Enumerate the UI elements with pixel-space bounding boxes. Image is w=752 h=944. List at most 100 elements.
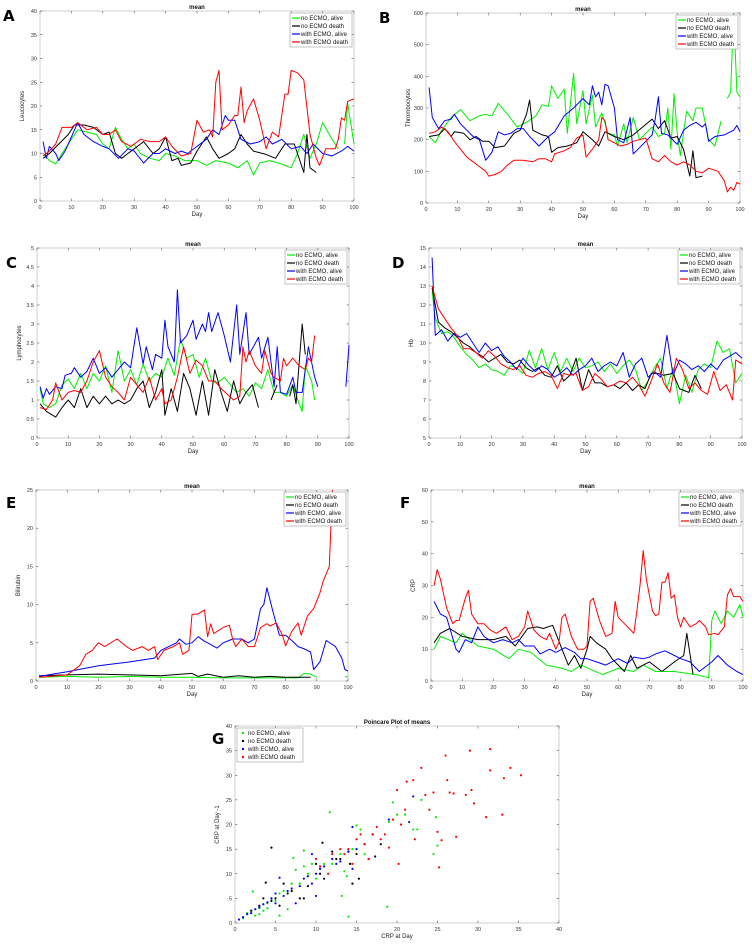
series-no-ecmo-death-point [290, 889, 293, 893]
series-with-ecmo-alive-point [314, 872, 318, 875]
series-with-ecmo-death-line [431, 285, 743, 401]
x-tick-label: 80 [284, 442, 290, 448]
series-with-ecmo-death-point [405, 780, 408, 783]
y-axis-label: Bilirubin [16, 575, 22, 596]
series-no-ecmo-alive-point [254, 914, 257, 917]
y-tick-label: 50 [422, 520, 428, 526]
x-tick-label: 40 [159, 442, 165, 448]
series-with-ecmo-death-line [428, 117, 741, 193]
panel-a: 0 10 20 30 40 50 60 70 80 90 100 0 5 10 15 20 25 30 35 40 me… [3, 5, 359, 218]
y-tick-label: 100 [414, 169, 423, 175]
y-tick-label: 7 [423, 398, 426, 404]
y-tick-label: 20 [226, 823, 232, 829]
legend-label: with ECMO, alive [300, 32, 348, 38]
y-tick-label: 25 [226, 798, 232, 804]
legend-box [677, 249, 741, 285]
chart-title: mean [185, 242, 201, 248]
x-axis-label: Day [580, 449, 591, 455]
y-tick-label: 2.5 [26, 341, 34, 347]
series-no-ecmo-death-point [274, 897, 277, 900]
panel-letter: F [400, 494, 410, 512]
series-no-ecmo-alive-point [416, 828, 419, 831]
legend-label: with ECMO, alive [686, 34, 734, 40]
x-tick-label: 70 [646, 685, 652, 691]
series-no-ecmo-alive-point [347, 915, 350, 918]
y-tick-label: 10 [420, 341, 426, 347]
series-with-ecmo-death-point [509, 766, 512, 769]
y-tick-label: 1.5 [26, 379, 34, 385]
legend-marker [241, 747, 245, 751]
y-tick-label: 3.5 [26, 303, 34, 309]
x-tick-label: 40 [163, 205, 169, 211]
legend-box [284, 249, 348, 285]
y-tick-label: 2 [31, 360, 34, 366]
x-axis-label: Day [188, 449, 199, 455]
series-no-ecmo-alive-point [302, 865, 305, 868]
y-tick-label: 60 [422, 488, 428, 494]
series-with-ecmo-death-line [433, 550, 744, 650]
series-with-ecmo-alive-point [250, 912, 253, 915]
y-tick-label: 40 [31, 9, 37, 15]
series-no-ecmo-alive-point [286, 908, 289, 911]
y-tick-label: 200 [414, 138, 423, 144]
series-with-ecmo-alive-point [351, 825, 354, 829]
series-with-ecmo-death-point [438, 866, 441, 869]
series-no-ecmo-death-point [314, 862, 318, 866]
series-with-ecmo-death-point [452, 792, 455, 795]
series-with-ecmo-alive-point [258, 906, 261, 909]
y-tick-label: 8 [423, 379, 426, 385]
legend: no ECMO, alive no ECMO death with ECMO, al… [677, 249, 741, 285]
x-tick-label: 15 [353, 927, 359, 933]
x-tick-label: 20 [100, 205, 106, 211]
y-tick-label: 15 [27, 564, 33, 570]
x-tick-label: 10 [313, 927, 319, 933]
series-no-ecmo-death-point [282, 882, 285, 885]
series-with-ecmo-death-point [379, 838, 382, 841]
panel-e: 0 10 20 30 40 50 60 70 80 90 100 0 5 10 15 20 25 mean Day B… [6, 484, 353, 698]
legend-label: with ECMO, alive [294, 511, 342, 517]
y-tick-label: 25 [31, 80, 37, 86]
y-axis-label: Lymphozytes [17, 325, 23, 360]
series-no-ecmo-alive-point [340, 894, 344, 898]
series-with-ecmo-death-point [444, 754, 447, 757]
series-with-ecmo-alive-point [310, 852, 314, 856]
legend-label: no ECMO, alive [295, 495, 338, 501]
x-tick-label: 50 [190, 442, 196, 448]
series-with-ecmo-death-point [413, 838, 416, 841]
series-with-ecmo-death-point [424, 793, 427, 797]
x-tick-label: 30 [127, 685, 133, 691]
series-no-ecmo-death-point [302, 897, 305, 900]
y-tick-label: 20 [422, 615, 428, 621]
series-with-ecmo-death-point [395, 788, 399, 792]
series-no-ecmo-alive-point [302, 849, 305, 852]
x-tick-label: 70 [257, 205, 263, 211]
series-no-ecmo-alive-point [345, 875, 348, 878]
y-tick-label: 40 [226, 724, 232, 730]
series-with-ecmo-alive-point [306, 875, 309, 878]
series-with-ecmo-death-point [428, 808, 431, 811]
series-with-ecmo-alive-point [242, 915, 245, 919]
x-tick-label: 10 [459, 685, 465, 691]
x-tick-label: 70 [645, 442, 651, 448]
series-with-ecmo-death-point [355, 838, 358, 841]
y-tick-label: 10 [31, 152, 37, 158]
series-no-ecmo-death-point [351, 882, 354, 885]
series-no-ecmo-alive-point [391, 801, 395, 804]
y-tick-label: 15 [420, 246, 426, 252]
series-with-ecmo-alive-point [335, 862, 338, 866]
series-no-ecmo-death-point [339, 857, 342, 861]
legend-label: with ECMO, alive [247, 747, 295, 753]
series-no-ecmo-alive-line [39, 672, 349, 679]
x-tick-label: 100 [737, 442, 746, 448]
series-with-ecmo-alive-point [274, 892, 277, 895]
y-tick-label: 25 [27, 488, 33, 494]
panel-letter: G [212, 730, 224, 748]
series-no-ecmo-death-point [306, 884, 309, 888]
series-no-ecmo-alive-point [310, 862, 314, 866]
legend: no ECMO, alive no ECMO death with ECMO, al… [675, 14, 739, 50]
series-with-ecmo-alive-line [42, 115, 355, 164]
legend-label: no ECMO, alive [296, 253, 339, 259]
series-with-ecmo-death-point [464, 793, 467, 797]
x-tick-label: 90 [709, 685, 715, 691]
